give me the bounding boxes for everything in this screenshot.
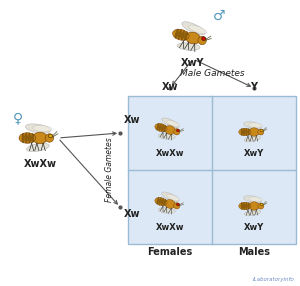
Ellipse shape [162,192,179,202]
Ellipse shape [241,202,243,210]
Ellipse shape [184,31,188,41]
Ellipse shape [243,128,245,136]
Text: ♀: ♀ [13,111,23,125]
Ellipse shape [33,125,52,132]
Ellipse shape [176,203,179,206]
Text: Female Gametes: Female Gametes [106,138,115,202]
Ellipse shape [258,129,264,135]
Text: XwY: XwY [244,223,264,232]
Text: Male Gametes: Male Gametes [180,69,244,78]
Ellipse shape [245,202,247,210]
FancyBboxPatch shape [128,96,296,244]
Ellipse shape [176,129,179,132]
Ellipse shape [244,196,262,202]
Ellipse shape [202,37,206,41]
Ellipse shape [163,199,166,206]
Text: XwXw: XwXw [23,159,56,169]
Ellipse shape [249,123,262,128]
Ellipse shape [172,29,189,40]
Ellipse shape [178,29,182,39]
Ellipse shape [155,197,167,206]
Ellipse shape [155,124,167,132]
Ellipse shape [158,208,175,213]
Ellipse shape [248,128,250,136]
Ellipse shape [156,197,160,204]
Ellipse shape [174,129,180,135]
Ellipse shape [177,43,200,50]
Ellipse shape [163,125,166,132]
Text: Xw: Xw [162,82,178,92]
Ellipse shape [198,36,206,45]
Text: Xw: Xw [124,209,140,219]
Ellipse shape [248,202,250,210]
Ellipse shape [158,134,175,139]
Ellipse shape [245,128,247,136]
Ellipse shape [167,120,180,127]
Ellipse shape [239,128,251,136]
Text: Y: Y [250,82,257,92]
Ellipse shape [241,128,243,136]
Ellipse shape [181,30,185,40]
Ellipse shape [244,210,261,216]
Ellipse shape [159,198,162,205]
Ellipse shape [162,118,179,128]
Ellipse shape [31,133,34,143]
Ellipse shape [22,133,25,143]
Ellipse shape [260,203,263,206]
Text: XwXw: XwXw [156,223,184,232]
Ellipse shape [156,123,160,130]
Text: Females: Females [147,247,193,257]
Ellipse shape [28,133,31,143]
Ellipse shape [239,202,251,210]
Ellipse shape [161,198,164,206]
Ellipse shape [159,124,162,131]
Ellipse shape [244,136,261,142]
Ellipse shape [161,124,164,132]
Ellipse shape [25,133,28,143]
Text: Xw: Xw [124,115,140,125]
Ellipse shape [249,128,259,136]
Text: XwXw: XwXw [156,149,184,158]
Ellipse shape [188,25,206,34]
Ellipse shape [258,203,264,209]
Ellipse shape [182,22,205,35]
Ellipse shape [165,200,176,208]
Ellipse shape [175,29,179,39]
Ellipse shape [243,202,245,210]
Ellipse shape [45,134,54,142]
Ellipse shape [260,129,263,132]
Ellipse shape [33,132,47,144]
Ellipse shape [26,124,50,133]
Ellipse shape [165,126,176,134]
Ellipse shape [249,202,259,210]
Ellipse shape [244,122,262,128]
Ellipse shape [167,194,180,201]
Ellipse shape [19,133,36,143]
Text: iLaboratoryinfo: iLaboratoryinfo [253,277,295,282]
Text: ♂: ♂ [213,9,225,23]
Ellipse shape [249,197,262,202]
Text: XwY: XwY [244,149,264,158]
Text: XwY: XwY [181,58,205,68]
Text: Males: Males [238,247,270,257]
Ellipse shape [48,134,52,138]
Ellipse shape [186,32,200,44]
Ellipse shape [174,203,180,209]
Ellipse shape [26,143,49,152]
